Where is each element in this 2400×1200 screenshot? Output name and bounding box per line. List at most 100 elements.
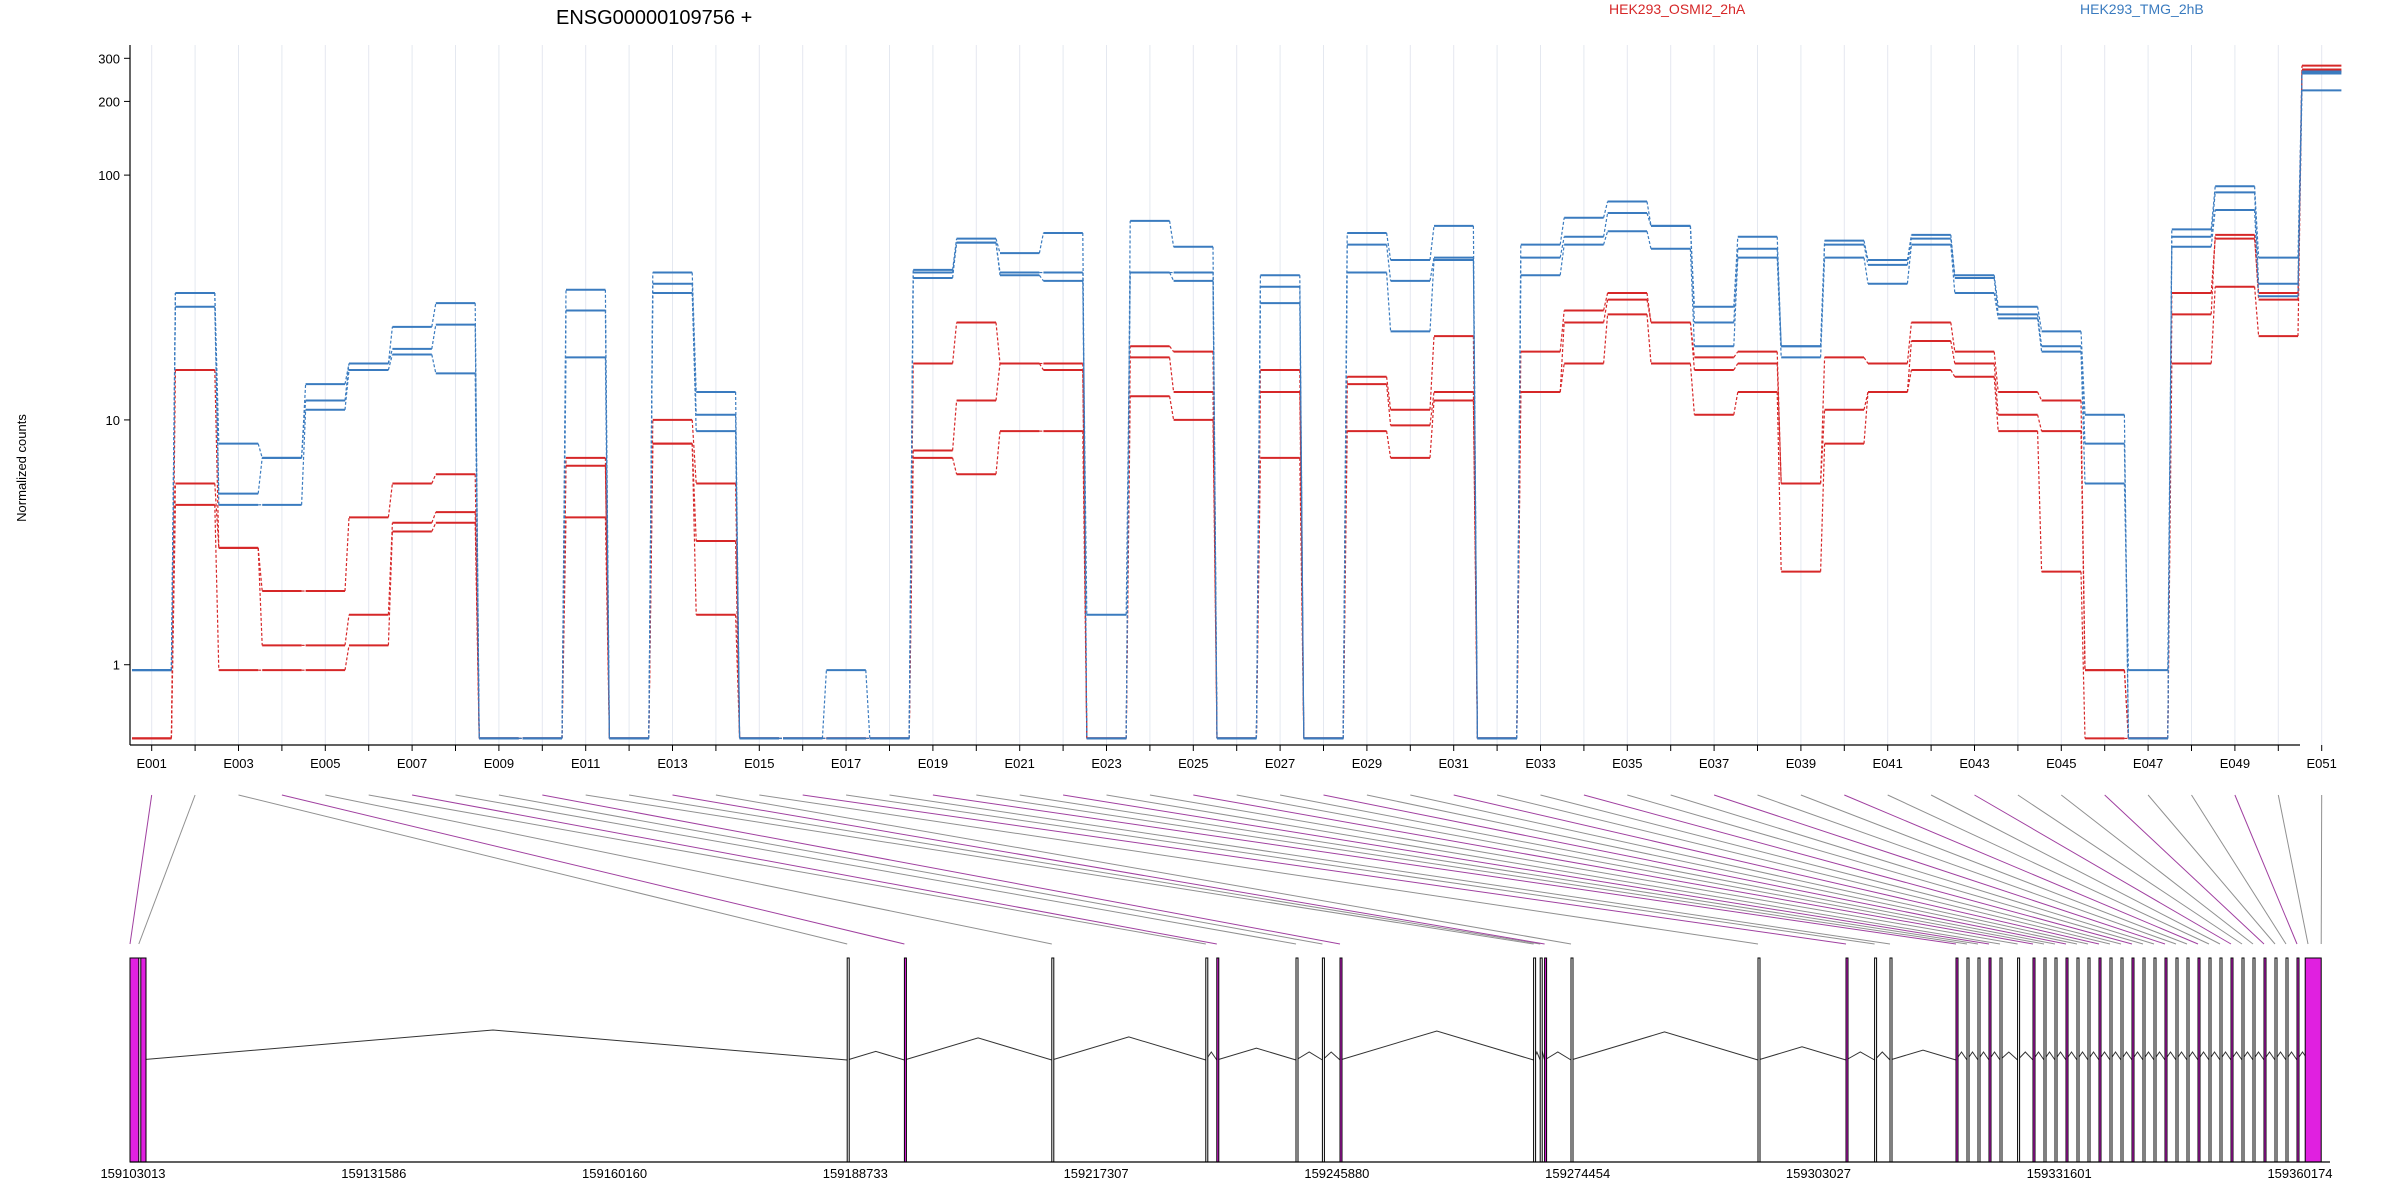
connector-line [2104, 794, 2265, 945]
series-connector [1212, 392, 1218, 739]
exon-box [1051, 957, 1055, 1163]
series-connector [1082, 272, 1088, 739]
exon-box [2274, 957, 2278, 1163]
intron-line [904, 1037, 1052, 1061]
y-tick-label: 300 [98, 51, 120, 66]
intron-line [1845, 1051, 1875, 1061]
series-connector [387, 483, 393, 518]
series-connector [604, 310, 610, 739]
x-tick-label: E039 [1786, 756, 1816, 771]
exon-box [2241, 957, 2245, 1163]
series-connector [952, 322, 958, 364]
series-connector [1646, 299, 1652, 323]
series-connector [431, 522, 437, 532]
series-connector [1993, 363, 1999, 415]
series-connector [1950, 238, 1956, 279]
series-connector [1169, 272, 1175, 282]
connector-line [498, 794, 1323, 945]
series-connector [648, 443, 654, 739]
series-connector [1429, 336, 1435, 410]
connector-line [129, 794, 153, 945]
exon-box [2296, 957, 2300, 1163]
series-connector [2210, 192, 2216, 237]
series-connector [1559, 363, 1565, 393]
series-connector [2080, 571, 2086, 739]
connector-line [2147, 794, 2276, 945]
connector-line [1063, 794, 1990, 945]
series-connector [2254, 192, 2260, 284]
connector-line [1410, 794, 2089, 945]
series-connector [1386, 431, 1392, 458]
series-connector [2037, 318, 2043, 352]
series-connector [1646, 212, 1652, 227]
connector-line [759, 794, 1759, 945]
series-connector [1603, 299, 1609, 323]
x-tick-label: E043 [1959, 756, 1989, 771]
series-connector [2297, 90, 2303, 297]
series-connector [1863, 391, 1869, 444]
series-connector [1993, 376, 1999, 432]
y-tick-label: 100 [98, 168, 120, 183]
series-connector [1125, 272, 1131, 615]
series-connector [1299, 457, 1305, 739]
series-connector [952, 242, 958, 279]
series-connector [2210, 286, 2216, 364]
x-tick-label: E035 [1612, 756, 1642, 771]
x-tick-label: E037 [1699, 756, 1729, 771]
connector-line [1800, 794, 2188, 945]
series-connector [2210, 234, 2216, 315]
series-connector [1169, 345, 1175, 353]
x-tick-label: E013 [657, 756, 687, 771]
series-connector [1733, 236, 1739, 307]
series-connector [995, 242, 1001, 276]
intron-line [1999, 1051, 2018, 1061]
x-tick-label: E029 [1352, 756, 1382, 771]
series-connector [1472, 392, 1478, 739]
legend-osmi: HEK293_OSMI2_2hA [1609, 1, 1746, 17]
exon-box [2153, 957, 2157, 1163]
series-connector [1299, 392, 1305, 739]
series-connector [1646, 292, 1652, 323]
connector-line [2234, 794, 2298, 945]
series-connector [257, 457, 263, 494]
exon-box [129, 957, 147, 1163]
exon-box [1539, 957, 1543, 1163]
x-tick-label: E027 [1265, 756, 1295, 771]
coordinate-label: 159245880 [1304, 1166, 1369, 1181]
genome-coordinates: 159103013 159131586 159160160 159188733 1592… [100, 1166, 2332, 1181]
series-connector [214, 306, 220, 505]
series-connector [1559, 310, 1565, 352]
connector-line [802, 794, 1847, 945]
x-ticks: E001 E003 E005 E007 E009 E011 E013 E015 E017 E019… [137, 745, 2337, 771]
exon-box [2197, 957, 2201, 1163]
series-connector [604, 517, 610, 739]
series-connector [474, 324, 480, 739]
coordinate-label: 159331601 [2027, 1166, 2092, 1181]
exon-box [1889, 957, 1893, 1163]
connector-line [1844, 794, 2199, 945]
series-connector [1863, 244, 1869, 265]
series-connector [1516, 351, 1522, 739]
series-connector [214, 483, 220, 548]
series-connector [1950, 244, 1956, 294]
series-connector [995, 322, 1001, 364]
series-connector [344, 517, 350, 592]
intron-line [1889, 1049, 1957, 1061]
series-connector [2037, 431, 2043, 572]
series-connector [1689, 225, 1695, 323]
series-connector [214, 504, 220, 671]
series-connector [1386, 272, 1392, 332]
x-tick-label: E047 [2133, 756, 2163, 771]
connector-line [1149, 794, 2018, 945]
connector-line [325, 794, 1052, 945]
y-tick-label: 1 [113, 658, 120, 673]
series-connector [170, 504, 176, 739]
exon-box [2230, 957, 2234, 1163]
intron-line [1322, 1051, 1341, 1061]
series-connector [344, 363, 350, 385]
series-connector [431, 511, 437, 524]
x-tick-label: E033 [1525, 756, 1555, 771]
series-connector [865, 670, 871, 739]
series-connector [1299, 303, 1305, 739]
connector-line [412, 794, 1217, 945]
